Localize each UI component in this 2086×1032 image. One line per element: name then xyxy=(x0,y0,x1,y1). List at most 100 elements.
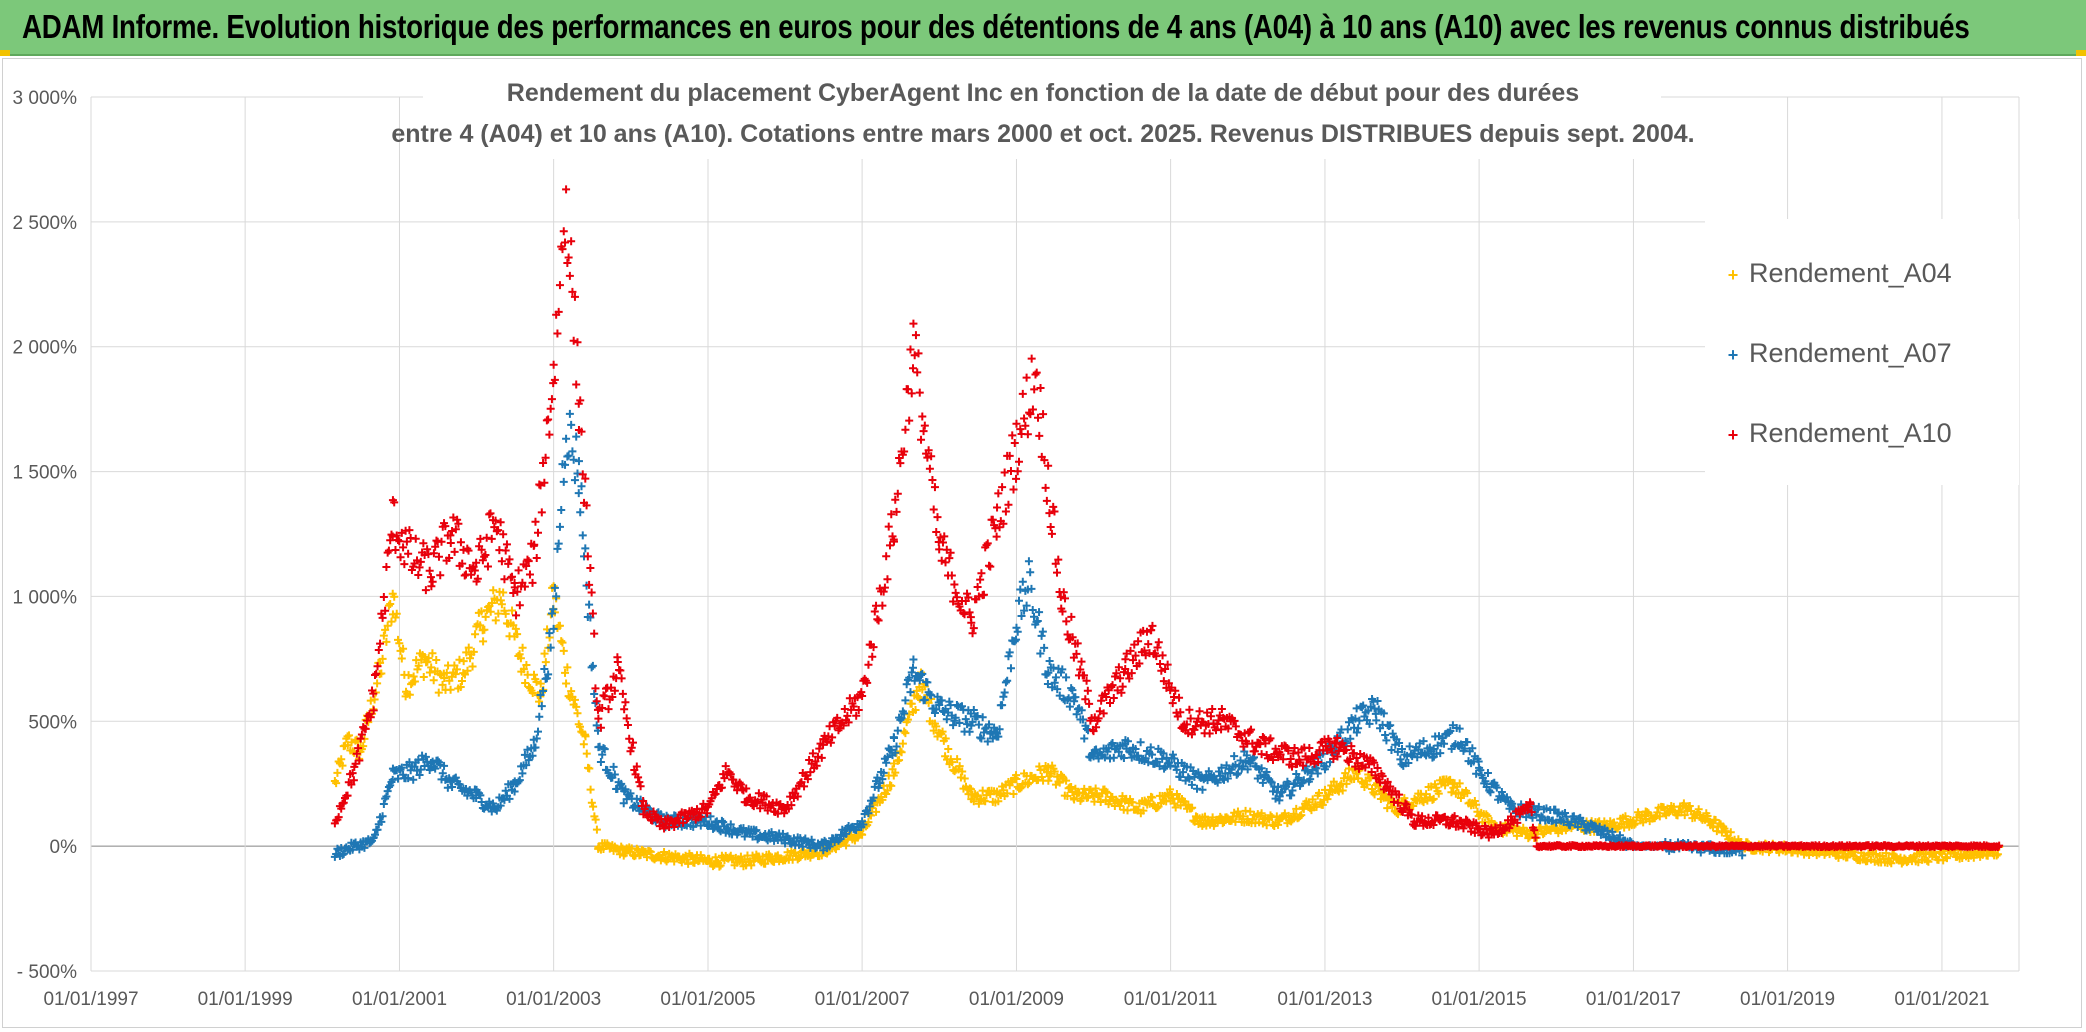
data-point xyxy=(1702,809,1711,818)
data-point xyxy=(1872,849,1881,858)
data-point xyxy=(1145,749,1154,758)
data-point xyxy=(1231,760,1240,769)
data-point xyxy=(574,457,583,466)
data-point xyxy=(784,804,793,813)
data-point xyxy=(1055,587,1064,596)
data-point xyxy=(613,784,622,793)
data-point xyxy=(1265,775,1274,784)
data-point xyxy=(1344,757,1353,766)
data-point xyxy=(812,761,821,770)
data-point xyxy=(1909,853,1918,862)
data-point xyxy=(1359,701,1368,710)
data-point xyxy=(415,563,424,572)
data-point xyxy=(1598,826,1607,835)
x-tick-label: 01/01/2007 xyxy=(815,989,910,1010)
data-point xyxy=(1161,762,1170,771)
data-point xyxy=(355,756,364,765)
data-point xyxy=(1561,809,1570,818)
data-point xyxy=(339,849,348,858)
data-point xyxy=(1301,766,1310,775)
data-point xyxy=(1213,720,1222,729)
data-point xyxy=(421,752,430,761)
data-point xyxy=(797,778,806,787)
data-point xyxy=(1467,759,1476,768)
data-point xyxy=(783,832,792,841)
data-point xyxy=(1914,858,1923,867)
data-point xyxy=(1201,721,1210,730)
data-point xyxy=(525,570,534,579)
data-point xyxy=(660,848,669,857)
data-point xyxy=(490,523,499,532)
data-point xyxy=(1275,792,1284,801)
data-point xyxy=(391,613,400,622)
data-point xyxy=(1320,785,1329,794)
data-point xyxy=(418,751,427,760)
data-point xyxy=(599,744,608,753)
data-point xyxy=(710,823,719,832)
data-point xyxy=(917,670,926,679)
data-point xyxy=(1184,800,1193,809)
data-point xyxy=(1262,751,1271,760)
data-point xyxy=(954,765,963,774)
data-point xyxy=(1223,774,1232,783)
data-point xyxy=(424,654,433,663)
data-point xyxy=(586,563,595,572)
data-point xyxy=(1357,777,1366,786)
data-point xyxy=(1006,664,1015,673)
data-point xyxy=(819,740,828,749)
data-point xyxy=(796,853,805,862)
data-point xyxy=(736,780,745,789)
data-point xyxy=(462,570,471,579)
data-point xyxy=(1085,699,1094,708)
data-point xyxy=(593,705,602,714)
data-point xyxy=(808,749,817,758)
data-point xyxy=(781,839,790,848)
data-point xyxy=(577,427,586,436)
data-point xyxy=(1924,857,1933,866)
data-point xyxy=(622,714,631,723)
data-point xyxy=(911,706,920,715)
data-point xyxy=(1468,799,1477,808)
data-point xyxy=(1405,742,1414,751)
data-point xyxy=(854,706,863,715)
data-point xyxy=(1934,855,1943,864)
data-point xyxy=(360,843,369,852)
data-point xyxy=(1333,752,1342,761)
data-point xyxy=(662,857,671,866)
data-point xyxy=(1662,811,1671,820)
data-point xyxy=(924,688,933,697)
data-point xyxy=(414,755,423,764)
data-point xyxy=(604,769,613,778)
data-point xyxy=(508,785,517,794)
data-point xyxy=(932,528,941,537)
data-point xyxy=(1271,744,1280,753)
data-point xyxy=(817,851,826,860)
data-point xyxy=(1430,780,1439,789)
data-point xyxy=(995,523,1004,532)
data-point xyxy=(950,580,959,589)
data-point xyxy=(1423,796,1432,805)
data-point xyxy=(583,552,592,561)
data-point xyxy=(408,678,417,687)
data-point xyxy=(756,804,765,813)
data-point xyxy=(353,737,362,746)
data-point xyxy=(884,522,893,531)
data-point xyxy=(707,820,716,829)
data-point xyxy=(354,841,363,850)
data-point xyxy=(574,425,583,434)
data-point xyxy=(1062,617,1071,626)
data-point xyxy=(1072,790,1081,799)
data-point xyxy=(910,351,919,360)
data-point xyxy=(1336,728,1345,737)
data-point xyxy=(1214,716,1223,725)
data-point xyxy=(1530,826,1539,835)
data-point xyxy=(729,855,738,864)
data-point xyxy=(1185,774,1194,783)
data-point xyxy=(1008,778,1017,787)
data-point xyxy=(993,787,1002,796)
data-point xyxy=(722,824,731,833)
data-point xyxy=(1157,799,1166,808)
data-point xyxy=(382,637,391,646)
data-point xyxy=(1699,814,1708,823)
data-point xyxy=(1502,793,1511,802)
